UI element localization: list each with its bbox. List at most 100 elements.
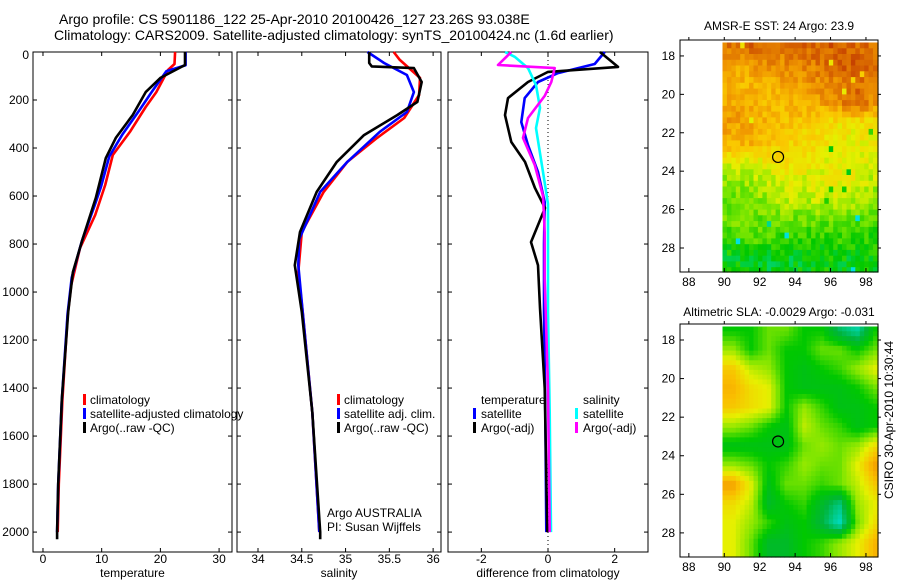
heatmap-cell (722, 514, 728, 520)
y-tick-label: 1600 (2, 429, 29, 443)
heatmap-cell (780, 476, 786, 482)
heatmap-cell (828, 54, 834, 61)
heatmap-cell (842, 48, 847, 55)
heatmap-cell (757, 117, 763, 124)
y-tick-label: 20 (662, 372, 676, 386)
y-tick-label: 20 (662, 87, 676, 101)
heatmap-cell (788, 261, 794, 268)
heatmap-cell (859, 255, 865, 263)
heatmap-cell (842, 341, 847, 347)
heatmap-cell (802, 215, 808, 222)
heatmap-cell (864, 418, 870, 424)
heatmap-cell (824, 42, 830, 49)
heatmap-cell (744, 418, 750, 424)
heatmap-cell (873, 461, 878, 467)
heatmap-cell (749, 326, 755, 332)
heatmap-cell (802, 514, 808, 520)
heatmap-cell (850, 543, 856, 549)
heatmap-cell (855, 374, 861, 381)
heatmap-cell (735, 524, 741, 530)
heatmap-cell (824, 82, 830, 90)
heatmap-cell (731, 485, 737, 491)
heatmap-cell (788, 543, 794, 549)
heatmap-cell (859, 476, 865, 482)
heatmap-cell (806, 398, 812, 405)
heatmap-cell (784, 169, 790, 176)
heatmap-cell (780, 360, 786, 366)
heatmap-cell (731, 427, 737, 434)
heatmap-cell (819, 146, 825, 153)
heatmap-cell (775, 418, 781, 424)
heatmap-cell (811, 543, 817, 549)
heatmap-cell (855, 442, 861, 448)
heatmap-cell (815, 500, 821, 506)
heatmap-cell (784, 461, 790, 467)
heatmap-cell (850, 128, 856, 136)
heatmap-cell (793, 500, 799, 506)
heatmap-cell (806, 355, 812, 361)
heatmap-cell (793, 553, 799, 558)
heatmap-cell (726, 418, 732, 424)
heatmap-cell (850, 466, 856, 472)
heatmap-cell (802, 163, 808, 170)
heatmap-cell (859, 495, 865, 501)
heatmap-cell (868, 255, 874, 263)
heatmap-cell (859, 350, 865, 356)
heatmap-cell (806, 94, 812, 101)
heatmap-cell (855, 355, 861, 361)
heatmap-cell (788, 476, 794, 482)
heatmap-cell (735, 480, 741, 487)
heatmap-cell (726, 456, 732, 463)
heatmap-cell (722, 422, 728, 429)
heatmap-cell (740, 519, 746, 525)
heatmap-cell (735, 447, 741, 453)
heatmap-cell (828, 480, 834, 487)
heatmap-cell (824, 461, 830, 467)
heatmap-cell (815, 65, 821, 72)
heatmap-cell (731, 152, 737, 159)
heatmap-cell (744, 495, 750, 501)
heatmap-cell (788, 389, 794, 395)
heatmap-cell (735, 198, 741, 205)
heatmap-cell (771, 203, 777, 211)
heatmap-cell (735, 437, 741, 443)
heatmap-cell (784, 403, 790, 410)
heatmap-cell (842, 267, 847, 273)
heatmap-cell (833, 384, 839, 390)
heatmap-cell (873, 514, 878, 520)
heatmap-cell (775, 456, 781, 463)
heatmap-cell (864, 466, 870, 472)
heatmap-cell (731, 255, 737, 263)
heatmap-cell (740, 360, 746, 366)
heatmap-cell (749, 533, 755, 540)
heatmap-cell (850, 413, 856, 419)
heatmap-cell (802, 543, 808, 549)
heatmap-cell (771, 255, 777, 263)
heatmap-cell (793, 345, 799, 352)
heatmap-cell (806, 403, 812, 410)
heatmap-cell (740, 88, 746, 95)
heatmap-cell (731, 48, 737, 55)
heatmap-cell (850, 398, 856, 405)
heatmap-cell (811, 442, 817, 448)
heatmap-cell (757, 355, 763, 361)
heatmap-cell (846, 360, 852, 366)
heatmap-cell (846, 427, 852, 434)
heatmap-cell (744, 244, 750, 251)
heatmap-cell (740, 365, 746, 371)
heatmap-cell (806, 157, 812, 165)
heatmap-cell (744, 456, 750, 463)
heatmap-cell (793, 326, 799, 332)
heatmap-cell (819, 490, 825, 496)
heatmap-cell (828, 192, 834, 199)
heatmap-cell (775, 514, 781, 520)
heatmap-cell (771, 461, 777, 467)
heatmap-cell (762, 379, 768, 385)
heatmap-cell (806, 524, 812, 530)
heatmap-cell (722, 350, 728, 356)
heatmap-cell (726, 42, 732, 49)
legend-swatch (575, 422, 578, 433)
heatmap-cell (731, 267, 737, 273)
heatmap-cell (850, 65, 856, 72)
heatmap-cell (837, 398, 843, 405)
